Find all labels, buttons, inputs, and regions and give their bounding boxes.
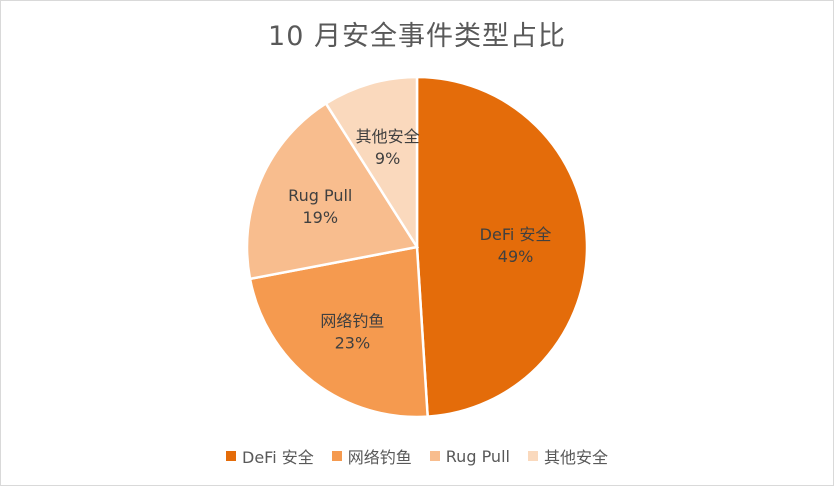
legend: DeFi 安全 网络钓鱼 Rug Pull 其他安全 xyxy=(0,444,834,468)
pie-slice xyxy=(245,101,420,281)
pie-slice xyxy=(248,245,430,419)
pie-slice xyxy=(324,75,419,252)
slice-value-label: 9% xyxy=(375,149,400,168)
legend-item: 网络钓鱼 xyxy=(331,444,412,468)
legend-swatch xyxy=(331,451,342,461)
legend-swatch xyxy=(527,451,538,461)
legend-swatch xyxy=(226,451,237,461)
slice-value-label: 23% xyxy=(335,333,371,352)
slice-value-label: 49% xyxy=(498,247,534,266)
legend-item: Rug Pull xyxy=(429,444,510,468)
legend-label: Rug Pull xyxy=(445,446,510,466)
slice-category-label: Rug Pull xyxy=(288,186,352,205)
legend-item: 其他安全 xyxy=(527,444,608,468)
slice-category-label: DeFi 安全 xyxy=(480,225,552,244)
slice-value-label: 19% xyxy=(302,208,338,227)
legend-label: 网络钓鱼 xyxy=(347,448,412,467)
legend-item: DeFi 安全 xyxy=(226,444,314,468)
legend-label: 其他安全 xyxy=(543,448,608,467)
legend-label: DeFi 安全 xyxy=(242,448,314,467)
pie-slice xyxy=(415,75,589,418)
slice-category-label: 其他安全 xyxy=(356,127,420,146)
legend-swatch xyxy=(429,451,440,461)
slice-category-label: 网络钓鱼 xyxy=(320,311,384,330)
chart-title: 10 月安全事件类型占比 xyxy=(268,21,566,52)
